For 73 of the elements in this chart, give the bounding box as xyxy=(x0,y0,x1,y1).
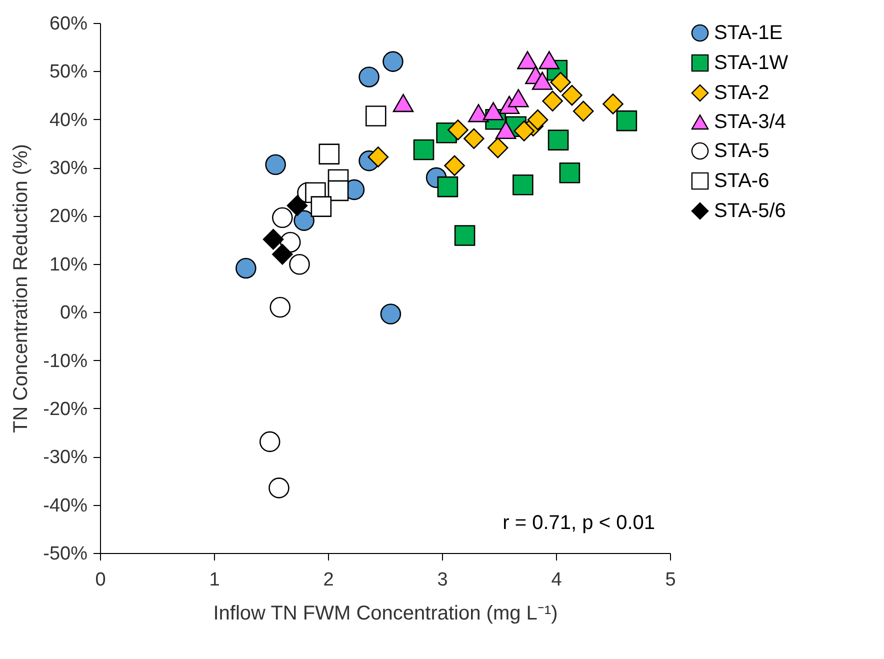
legend-label: STA-3/4 xyxy=(714,111,786,133)
y-tick-label: 20% xyxy=(49,206,88,228)
point xyxy=(448,120,468,140)
x-tick-label: 1 xyxy=(209,570,220,590)
point xyxy=(548,130,569,150)
point xyxy=(265,154,286,176)
y-tick-label: -50% xyxy=(43,544,88,564)
point xyxy=(559,162,580,184)
x-tick-label: 5 xyxy=(665,570,676,590)
legend-label: STA-1E xyxy=(714,22,783,44)
annotation: r = 0.71, p < 0.01 xyxy=(502,512,655,534)
y-tick-label: 10% xyxy=(49,254,88,276)
y-axis-title: TN Concentration Reduction (%) xyxy=(10,144,32,434)
point xyxy=(616,110,638,132)
point xyxy=(562,84,582,106)
point xyxy=(310,196,332,217)
x-tick-label: 0 xyxy=(95,570,106,590)
point xyxy=(382,51,404,72)
y-tick-label: 60% xyxy=(49,14,88,34)
y-tick-label: 40% xyxy=(49,110,88,131)
y-tick-label: 50% xyxy=(49,62,88,83)
legend-label: STA-5/6 xyxy=(714,200,786,222)
point xyxy=(358,66,380,88)
x-axis-title: Inflow TN FWM Concentration (mg L⁻¹) xyxy=(213,602,558,624)
point xyxy=(482,102,504,120)
point xyxy=(454,225,476,246)
point xyxy=(236,258,256,279)
point xyxy=(392,94,414,112)
point xyxy=(413,139,434,160)
point xyxy=(495,120,516,140)
point xyxy=(365,106,386,126)
point xyxy=(270,296,291,318)
point xyxy=(487,137,508,158)
point xyxy=(602,94,624,114)
point xyxy=(514,120,534,142)
y-tick-label: -20% xyxy=(43,398,88,420)
point xyxy=(468,104,489,122)
y-tick-label: 0% xyxy=(60,302,88,324)
point xyxy=(444,155,465,176)
legend-label: STA-5 xyxy=(714,140,770,162)
point xyxy=(328,180,349,202)
point xyxy=(512,174,534,196)
point xyxy=(272,207,293,228)
point xyxy=(517,51,538,70)
x-tick-label: 2 xyxy=(323,570,334,590)
point xyxy=(286,195,308,216)
y-tick-label: -30% xyxy=(43,447,88,468)
point xyxy=(262,228,284,250)
point xyxy=(268,478,290,498)
point xyxy=(542,90,563,112)
legend-label: STA-2 xyxy=(714,82,770,104)
x-tick-label: 3 xyxy=(437,570,448,590)
point xyxy=(294,210,314,231)
point xyxy=(464,128,484,150)
point xyxy=(318,144,340,164)
point xyxy=(272,244,293,265)
point xyxy=(289,254,310,275)
legend-label: STA-6 xyxy=(714,170,770,192)
point xyxy=(538,51,560,70)
y-tick-label: 30% xyxy=(49,158,88,180)
legend-label: STA-1W xyxy=(714,52,788,74)
point xyxy=(437,176,458,198)
point xyxy=(532,72,553,90)
point xyxy=(259,431,280,452)
point xyxy=(572,100,594,122)
y-tick-label: -10% xyxy=(43,350,88,372)
point xyxy=(508,89,529,108)
point xyxy=(368,146,389,168)
point xyxy=(380,304,402,324)
x-tick-label: 4 xyxy=(551,570,562,590)
y-tick-label: -40% xyxy=(43,495,88,516)
point xyxy=(550,72,571,93)
point xyxy=(527,109,548,130)
